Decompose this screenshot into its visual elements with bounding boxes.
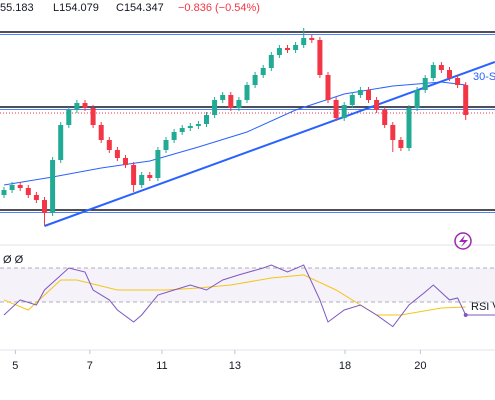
candle-body: [74, 103, 80, 110]
candle-body: [195, 124, 201, 126]
candle-body: [42, 200, 47, 213]
candle-body: [179, 128, 185, 132]
sma-label: 30-SMA: [473, 71, 495, 83]
candle-body: [317, 40, 323, 75]
candle-body: [139, 175, 145, 185]
candle-body: [58, 125, 64, 160]
candle-body: [204, 115, 209, 124]
rsi-band: [0, 267, 495, 302]
candle-body: [430, 65, 436, 78]
ohlc-value: 55.183: [0, 2, 34, 14]
rsi-last-dot: [463, 312, 468, 317]
candle-body: [244, 85, 250, 100]
candle-body: [438, 65, 444, 70]
trendline: [44, 61, 495, 227]
rsi-line: [3, 264, 467, 328]
candle-body: [131, 165, 137, 185]
replay-icon[interactable]: [454, 232, 472, 250]
candle-body: [25, 188, 31, 195]
rsi-settings: Ø Ø: [3, 254, 24, 266]
candle-body: [123, 158, 128, 165]
x-tick-label: 11: [156, 360, 167, 372]
candle-body: [406, 108, 412, 148]
candle-body: [33, 195, 39, 200]
candle-body: [349, 95, 355, 105]
candle-body: [447, 70, 452, 78]
candle-body: [309, 38, 315, 40]
candle-body: [17, 185, 23, 188]
ohlc-value: −0.836 (−0.54%): [178, 2, 260, 14]
candle-body: [90, 108, 96, 125]
candle-body: [422, 78, 428, 90]
candle-body: [236, 100, 242, 108]
candle-body: [66, 110, 72, 125]
x-tick-label: 18: [339, 360, 351, 372]
candle-body: [98, 125, 104, 140]
rsi-label: RSI Value: [471, 301, 495, 313]
candle-body: [163, 140, 169, 150]
candle-body: [114, 150, 120, 158]
candle-body: [398, 140, 404, 148]
candle-body: [147, 175, 153, 178]
candle-body: [463, 85, 469, 115]
candle-body: [220, 95, 226, 100]
candle-body: [1, 190, 7, 195]
candle-body: [285, 48, 290, 50]
candle-body: [382, 110, 388, 125]
candle-body: [155, 150, 161, 178]
candle-body: [212, 100, 218, 115]
sma-line: [3, 81, 466, 186]
x-tick-label: 13: [229, 360, 241, 372]
candle-body: [9, 185, 15, 190]
ohlc-value: C154.347: [116, 2, 164, 14]
candle-body: [171, 132, 177, 140]
rsi-ma-line: [3, 274, 466, 316]
candle-body: [82, 103, 88, 108]
candle-body: [301, 38, 307, 45]
candle-body: [187, 126, 193, 128]
candle-body: [106, 140, 112, 150]
candle-body: [228, 95, 234, 108]
candle-body: [252, 75, 258, 85]
candle-body: [374, 100, 380, 110]
candle-body: [390, 125, 396, 140]
x-tick-label: 20: [414, 360, 426, 372]
candle-body: [260, 68, 266, 75]
candle-body: [341, 105, 347, 118]
x-tick-label: 7: [87, 360, 93, 372]
candle-body: [325, 75, 331, 100]
candle-body: [455, 78, 461, 85]
candle-body: [414, 90, 420, 108]
ohlc-value: L154.079: [53, 2, 99, 14]
x-tick-label: 5: [12, 360, 18, 372]
candle-body: [366, 90, 371, 100]
candle-body: [276, 48, 282, 55]
candle-body: [357, 90, 363, 95]
candle-body: [50, 160, 56, 213]
candle-body: [293, 45, 299, 50]
candle-body: [333, 100, 339, 118]
candle-body: [268, 55, 274, 68]
